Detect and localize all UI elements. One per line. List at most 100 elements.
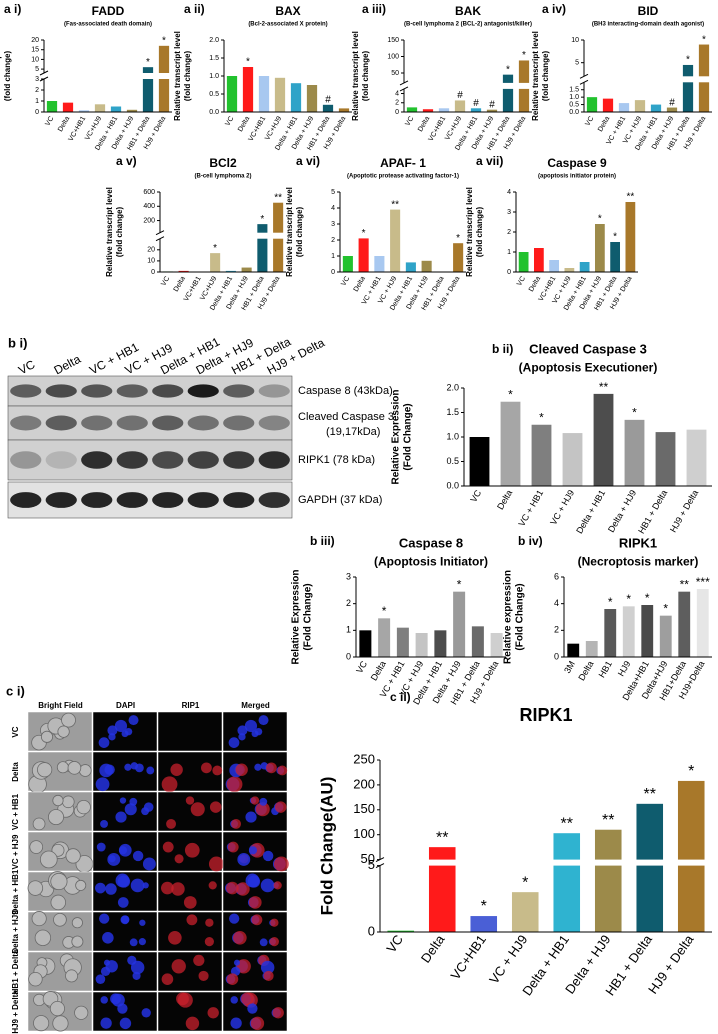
x-tick-label: VC [160, 275, 171, 287]
blot-band [116, 492, 148, 508]
blot-band [10, 415, 42, 431]
rip1-signal [236, 882, 250, 896]
y-tick-label: 0 [395, 109, 399, 116]
rip1-signal [186, 914, 198, 926]
significance-label: * [506, 64, 510, 75]
y-tick-label: 4 [395, 90, 399, 97]
blot-band [116, 451, 148, 469]
y-tick-label: 150 [353, 801, 375, 816]
rip1-signal [226, 881, 239, 895]
blot-band [45, 384, 77, 398]
cell [39, 850, 58, 869]
row-label: Delta + HJ9 [11, 910, 20, 954]
blot-band [10, 384, 42, 398]
cell [31, 911, 47, 927]
y-tick-label: 10 [147, 258, 155, 265]
y-tick-label: 2.0 [209, 37, 219, 44]
cell [50, 872, 68, 891]
bar [210, 253, 221, 272]
rip1-signal [274, 801, 287, 813]
chart-title: BAK [455, 4, 481, 18]
significance-label: # [325, 95, 331, 106]
nucleus [260, 878, 275, 893]
rip1-signal [250, 796, 260, 805]
bar [405, 262, 416, 272]
chart-subtitle: (Bcl-2-associated X protein) [248, 22, 327, 28]
nucleus [110, 993, 121, 1005]
y-tick-label: 20 [147, 247, 155, 254]
nucleus [247, 875, 261, 888]
bar [306, 85, 318, 112]
bar [604, 609, 617, 657]
y-axis-label: (fold change) [115, 207, 124, 258]
x-tick-label: HB1 + Delta [636, 488, 669, 535]
rip1-signal [208, 856, 224, 872]
chart-subtitle: (apoptosis initiator protein) [538, 174, 616, 180]
bar [387, 930, 415, 932]
bar-chart: b iv) RIPK1 (Necroptosis marker) Relative e… [503, 534, 712, 702]
y-axis-label: Relative transcript level [351, 31, 360, 121]
panel-label: b iv) [518, 534, 543, 548]
bar [374, 256, 385, 272]
axis-break [154, 232, 288, 239]
bar-chart: a vii) Caspase 9 (apoptosis initiator prot… [465, 154, 638, 312]
panel-label: a v) [116, 154, 137, 168]
nucleus [103, 959, 110, 966]
nucleus [104, 764, 115, 775]
nucleus [230, 996, 238, 1004]
significance-label: # [669, 97, 675, 108]
y-tick-label: 0.0 [446, 480, 459, 490]
y-tick-label: 4 [554, 598, 559, 608]
significance-label: * [645, 591, 650, 605]
bar [242, 67, 254, 112]
rip1-signal [170, 763, 183, 776]
y-tick-label: 0 [331, 269, 335, 276]
y-tick-label: 5 [575, 60, 579, 67]
blot-band [116, 384, 148, 398]
bar [594, 829, 622, 932]
significance-label: # [457, 90, 463, 101]
bar-chart: a vi) APAF- 1 (Apoptotic protease activati… [285, 154, 466, 312]
nucleus [254, 763, 262, 771]
bar [434, 630, 447, 657]
nucleus [99, 913, 110, 924]
bar [422, 109, 434, 112]
axis-break [398, 82, 534, 89]
nucleus [259, 938, 268, 947]
y-tick-label: 0.0 [209, 109, 219, 116]
bar [650, 104, 662, 112]
column-label: RIP1 [182, 701, 200, 710]
significance-label: * [362, 228, 366, 239]
bar [602, 98, 614, 112]
y-tick-label: 1.5 [446, 407, 459, 417]
bar [142, 67, 154, 112]
bar [241, 267, 252, 272]
bar [682, 64, 694, 112]
y-tick-label: 1.0 [209, 73, 219, 80]
y-axis-label: Relative Expression [391, 389, 402, 484]
panel-label: a vi) [296, 154, 320, 168]
blot-band [45, 492, 77, 508]
x-tick-label: VC [404, 115, 415, 127]
rip1-signal [250, 1016, 265, 1031]
rip1-signal [193, 954, 205, 967]
y-axis-label: Relative transcript level [531, 31, 540, 121]
y-axis-label: Relative transcript level [465, 187, 474, 277]
x-tick-label: VC [516, 275, 527, 287]
significance-label: * [457, 578, 462, 592]
cell [75, 879, 87, 891]
y-tick-label: 4 [507, 189, 511, 196]
nucleus [130, 960, 145, 975]
y-tick-label: 5 [35, 66, 39, 73]
significance-label: * [598, 214, 602, 225]
y-tick-label: 2 [35, 87, 39, 94]
microscopy-grid: c i) Bright Field DAPI RIP1 Merged VC Delta VC … [6, 683, 289, 1034]
x-tick-label: Delta [173, 275, 187, 293]
chart-subtitle: (B-cell lymphoma 2) [194, 174, 251, 180]
y-axis-label: Relative transcript level [285, 187, 294, 277]
x-tick-label: Delta [57, 115, 71, 133]
y-tick-label: 3 [331, 221, 335, 228]
bar [322, 104, 334, 112]
significance-label: ** [644, 786, 656, 803]
nucleus [120, 915, 130, 925]
